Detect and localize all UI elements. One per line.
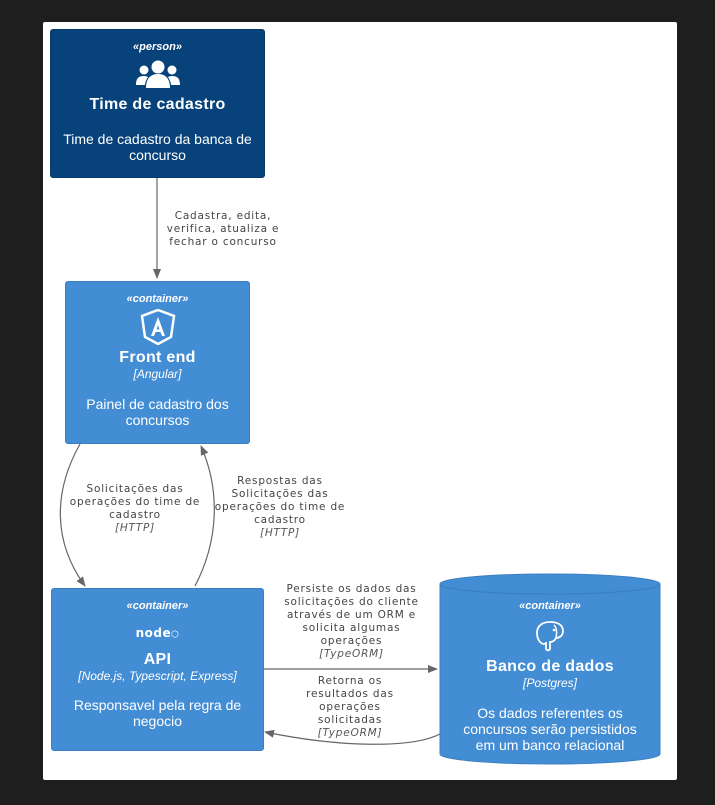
db-description: Os dados referentes os concursos serão p… xyxy=(463,705,637,753)
frontend-description: Painel de cadastro dos concursos xyxy=(86,396,229,428)
edge-label-frontend-to-api: Solicitações das operações do time de ca… xyxy=(65,483,205,535)
db-technology: [Postgres] xyxy=(522,676,578,690)
nodejs-icon: node⬡ xyxy=(135,626,180,640)
edge-label-db-to-api: Retorna os resultados das operações soli… xyxy=(295,675,405,740)
node-api[interactable]: «container» node⬡ API [Node.js, Typescri… xyxy=(51,588,264,751)
edge-label-db-to-api-tech: [TypeORM] xyxy=(317,727,383,739)
api-description: Responsavel pela regra de negocio xyxy=(73,697,242,729)
edge-label-api-to-frontend-tech: [HTTP] xyxy=(259,527,301,539)
edge-label-db-to-api-text: Retorna os resultados das operações soli… xyxy=(306,675,394,726)
frontend-stereotype: «container» xyxy=(126,293,189,305)
frontend-title: Front end xyxy=(119,349,196,366)
edge-label-api-to-db: Persiste os dados das solicitações do cl… xyxy=(279,583,424,661)
db-title: Banco de dados xyxy=(486,658,614,675)
edge-label-frontend-to-api-text: Solicitações das operações do time de ca… xyxy=(69,483,201,521)
api-technology: [Node.js, Typescript, Express] xyxy=(78,669,237,683)
node-team[interactable]: «person» Time de cadastro Time de cadast… xyxy=(50,29,265,178)
node-db[interactable]: «container» Banco de dados [Postgres] Os… xyxy=(440,592,660,762)
edge-db-to-api xyxy=(264,729,441,745)
db-stereotype: «container» xyxy=(519,600,581,612)
edge-label-team-to-frontend: Cadastra, edita, verifica, atualiza e fe… xyxy=(153,210,293,249)
frontend-technology: [Angular] xyxy=(133,367,182,381)
edge-label-team-to-frontend-text: Cadastra, edita, verifica, atualiza e fe… xyxy=(166,210,280,248)
edge-label-api-to-db-tech: [TypeORM] xyxy=(319,648,384,660)
edges-layer xyxy=(59,178,661,765)
team-title: Time de cadastro xyxy=(89,96,226,113)
api-title: API xyxy=(143,651,172,668)
angular-icon xyxy=(140,308,176,346)
nodejs-icon-text: node xyxy=(135,626,172,640)
api-stereotype: «container» xyxy=(126,600,189,612)
edge-label-api-to-frontend: Respostas das Solicitações das operações… xyxy=(210,475,350,540)
edge-label-api-to-db-text: Persiste os dados das solicitações do cl… xyxy=(284,583,419,647)
node-frontend[interactable]: «container» Front end [Angular] Painel d… xyxy=(65,281,250,444)
users-icon xyxy=(135,58,181,90)
database-cylinder xyxy=(439,573,661,765)
diagram-canvas: «person» Time de cadastro Time de cadast… xyxy=(43,22,677,780)
edge-label-frontend-to-api-tech: [HTTP] xyxy=(114,522,156,534)
team-stereotype: «person» xyxy=(133,41,182,53)
postgres-icon xyxy=(532,618,568,654)
edge-api-to-frontend xyxy=(194,445,215,587)
team-description: Time de cadastro da banca de concurso xyxy=(63,131,252,163)
edge-frontend-to-api xyxy=(59,443,86,587)
edge-label-api-to-frontend-text: Respostas das Solicitações das operações… xyxy=(214,475,346,526)
